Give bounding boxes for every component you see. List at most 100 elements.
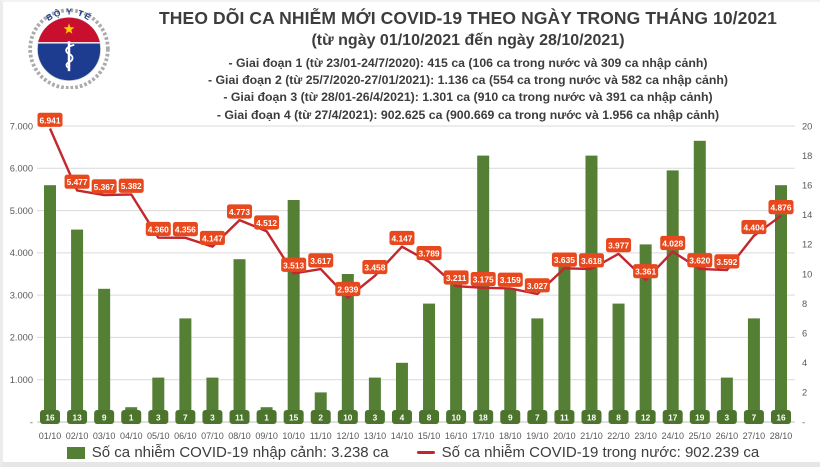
bar-value-label: 13: [72, 412, 82, 422]
bar-value-label: 3: [725, 412, 730, 422]
x-axis-category-label: 07/10: [201, 431, 224, 441]
bar-value-box: [391, 410, 412, 424]
bar-value-label: 17: [668, 412, 678, 422]
phase-1-line: - Giai đoạn 1 (từ 23/01-24/7/2020): 415 …: [228, 56, 708, 70]
bar-value-box: [202, 410, 223, 424]
x-axis-category-label: 21/10: [580, 431, 603, 441]
bar-value-box: [229, 410, 250, 424]
bar: [287, 200, 300, 422]
bar-value-label: 9: [508, 412, 513, 422]
x-axis-category-label: 19/10: [526, 431, 549, 441]
line-value-box: [172, 222, 198, 237]
x-axis-category-label: 16/10: [445, 431, 468, 441]
bar-value-box: [40, 410, 60, 424]
line-value-label: 3.789: [419, 249, 440, 259]
x-axis-category-label: 17/10: [472, 431, 495, 441]
chart-header: THEO DÕI CA NHIỄM MỚI COVID-19 THEO NGÀY…: [119, 8, 817, 124]
bar-value-label: 10: [343, 412, 353, 422]
bar-value-label: 1: [129, 412, 134, 422]
bar-value-label: 9: [102, 412, 107, 422]
line-value-label: 4.356: [175, 225, 196, 235]
x-axis-category-label: 28/10: [770, 431, 793, 441]
bar-value-box: [419, 410, 440, 424]
line-value-label: 3.159: [500, 275, 521, 285]
line-value-box: [389, 230, 415, 246]
bar: [775, 185, 787, 422]
chart-subtitle: (từ ngày 01/10/2021 đến ngày 28/10/2021): [311, 32, 625, 49]
bar: [666, 170, 679, 422]
bar-value-label: 8: [427, 412, 432, 422]
bar-value-box: [771, 410, 791, 424]
line-value-label: 3.513: [283, 260, 304, 270]
bar-value-label: 3: [373, 412, 378, 422]
snake-icon: [65, 44, 75, 69]
bar-value-label: 19: [695, 412, 705, 422]
line-value-label: 2.939: [337, 285, 358, 295]
x-axis-category-label: 25/10: [689, 431, 712, 441]
chart-legend: Số ca nhiễm COVID-19 nhập cảnh: 3.238 ca…: [3, 444, 820, 461]
bar-value-label: 4: [400, 412, 405, 422]
bar-value-box: [283, 410, 304, 424]
bar-value-box: [67, 410, 88, 424]
legend-line-label: Số ca nhiễm COVID-19 trong nước: 902.239…: [441, 444, 760, 461]
bar-value-label: 11: [560, 412, 569, 422]
right-axis-tick-label: 2: [802, 388, 807, 398]
line-value-label: 3.620: [689, 256, 710, 266]
line-value-box: [741, 219, 767, 235]
right-axis-tick-label: 18: [802, 151, 812, 161]
right-axis-tick-label: 4: [802, 358, 807, 368]
line-value-box: [416, 245, 442, 261]
line-value-label: 4.147: [202, 233, 223, 243]
phase-summary: - Giai đoạn 1 (từ 23/01-24/7/2020): 415 …: [119, 55, 817, 124]
line-value-box: [443, 270, 469, 285]
phase-2-line: - Giai đoạn 2 (từ 25/7/2020-27/01/2021):…: [207, 73, 729, 88]
bar-value-box: [743, 410, 764, 424]
bar: [98, 288, 111, 422]
bar-value-box: [175, 410, 196, 424]
bar-value-label: 8: [616, 412, 621, 422]
right-axis-tick-label: 12: [802, 240, 812, 250]
line-value-box: [660, 235, 686, 251]
chart-canvas: - 1.000 2.000 3.000 4.000 5.000 6.000 7.000 - 2 4 6…: [10, 112, 812, 441]
line-value-box: [524, 278, 550, 293]
ministry-of-health-logo: BỘ Y TẾ MINISTRY OF HEALTH: [28, 6, 110, 89]
right-axis-tick-label: 6: [802, 329, 807, 339]
phase-4-line: - Giai đoạn 4 (từ 27/4/2021): 902.625 ca…: [216, 107, 720, 122]
bar-value-label: 3: [210, 412, 215, 422]
bar-value-label: 7: [535, 412, 540, 422]
line-value-box: [335, 281, 361, 297]
line-value-box: [470, 271, 496, 287]
bar-value-label: 7: [183, 412, 188, 422]
chart-area: - 1.000 2.000 3.000 4.000 5.000 6.000 7.000 - 2 4 6…: [3, 102, 820, 454]
bar-value-box: [148, 410, 169, 424]
x-axis-category-label: 05/10: [147, 431, 170, 441]
right-axis-tick-label: 20: [802, 121, 812, 131]
bar-value-box: [310, 410, 331, 424]
line-value-box: [91, 179, 117, 194]
right-axis-tick-label: -: [802, 417, 805, 427]
x-axis-category-label: 10/10: [282, 431, 305, 441]
line-value-label: 3.027: [527, 281, 548, 291]
left-axis-tick-label: 2.000: [10, 333, 33, 343]
bar-value-label: 16: [776, 412, 786, 422]
left-axis-tick-label: 4.000: [10, 248, 33, 258]
bar-value-label: 1: [264, 412, 269, 422]
left-axis-tick-label: 5.000: [10, 206, 33, 216]
left-axis-tick-label: 3.000: [10, 290, 33, 300]
x-axis-category-label: 09/10: [255, 431, 278, 441]
line-value-label: 5.382: [121, 181, 142, 191]
x-axis-category-label: 02/10: [66, 431, 89, 441]
line-value-label: 5.477: [67, 177, 88, 187]
bar: [747, 318, 760, 422]
bar: [341, 274, 354, 422]
line-value-label: 3.211: [446, 273, 467, 283]
x-axis-category-label: 06/10: [174, 431, 197, 441]
bar-value-label: 7: [752, 412, 757, 422]
line-value-box: [281, 257, 307, 272]
line-value-box: [227, 204, 253, 219]
bar: [504, 288, 517, 422]
bar: [450, 274, 463, 422]
x-axis-category-label: 23/10: [634, 431, 657, 441]
line-value-box: [254, 215, 280, 230]
bar-value-label: 12: [641, 412, 651, 422]
